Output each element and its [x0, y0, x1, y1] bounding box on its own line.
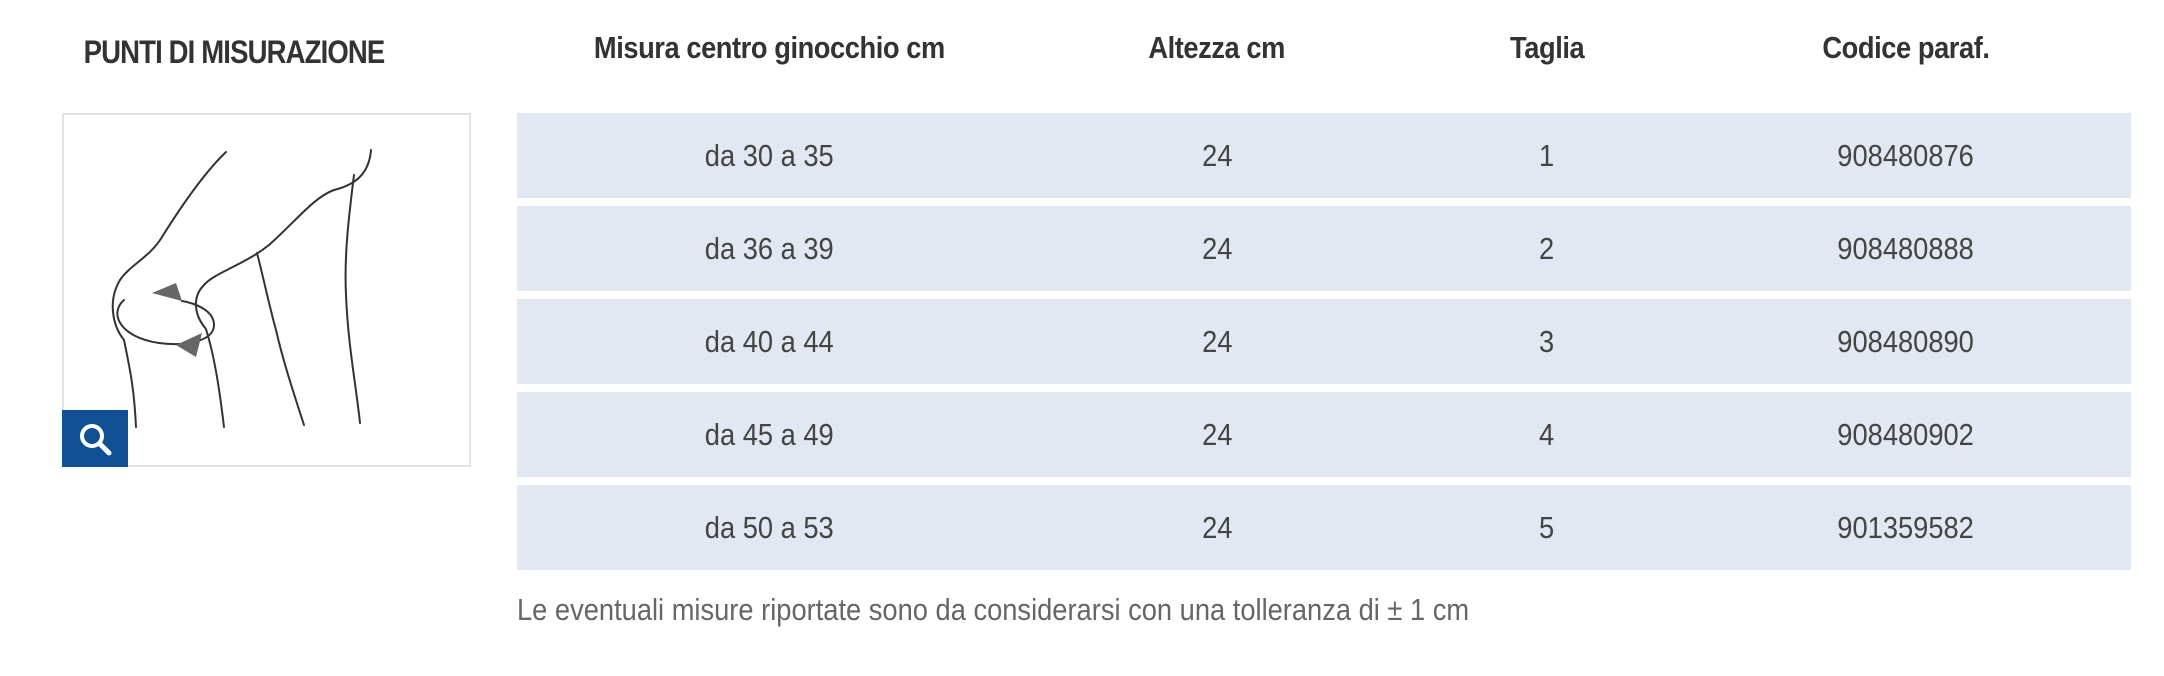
header-code: Codice paraf.	[1822, 30, 1990, 65]
code-cell: 908480888	[1837, 231, 1975, 266]
measurement-diagram[interactable]	[62, 113, 471, 467]
search-icon	[80, 423, 112, 455]
table-header: Misura centro ginocchio cm Altezza cm Ta…	[517, 30, 2131, 74]
header-knee-measure: Misura centro ginocchio cm	[593, 30, 945, 65]
height-cell: 24	[1201, 138, 1233, 173]
code-cell: 908480876	[1837, 138, 1975, 173]
table-row: da 40 a 44 24 3 908480890	[517, 299, 2131, 384]
table-row: da 50 a 53 24 5 901359582	[517, 485, 2131, 570]
size-cell: 1	[1539, 138, 1555, 173]
code-cell: 908480902	[1837, 417, 1975, 452]
height-cell: 24	[1201, 510, 1233, 545]
knee-measure-cell: da 36 a 39	[704, 231, 834, 266]
zoom-button[interactable]	[62, 410, 128, 467]
size-cell: 4	[1539, 417, 1555, 452]
size-cell: 2	[1539, 231, 1555, 266]
header-size: Taglia	[1509, 30, 1585, 65]
table-row: da 36 a 39 24 2 908480888	[517, 206, 2131, 291]
size-cell: 5	[1539, 510, 1555, 545]
table-row: da 45 a 49 24 4 908480902	[517, 392, 2131, 477]
height-cell: 24	[1201, 231, 1233, 266]
height-cell: 24	[1201, 324, 1233, 359]
tolerance-note: Le eventuali misure riportate sono da co…	[517, 592, 1470, 627]
knee-measure-cell: da 30 a 35	[704, 138, 834, 173]
knee-measure-cell: da 40 a 44	[704, 324, 834, 359]
knee-measurement-illustration	[111, 149, 372, 428]
code-cell: 908480890	[1837, 324, 1975, 359]
height-cell: 24	[1201, 417, 1233, 452]
table-row: da 30 a 35 24 1 908480876	[517, 113, 2131, 198]
measurement-points-title: PUNTI DI MISURAZIONE	[83, 34, 386, 70]
knee-measure-cell: da 50 a 53	[704, 510, 834, 545]
header-height: Altezza cm	[1148, 30, 1286, 65]
code-cell: 901359582	[1837, 510, 1975, 545]
size-cell: 3	[1539, 324, 1555, 359]
knee-measure-cell: da 45 a 49	[704, 417, 834, 452]
